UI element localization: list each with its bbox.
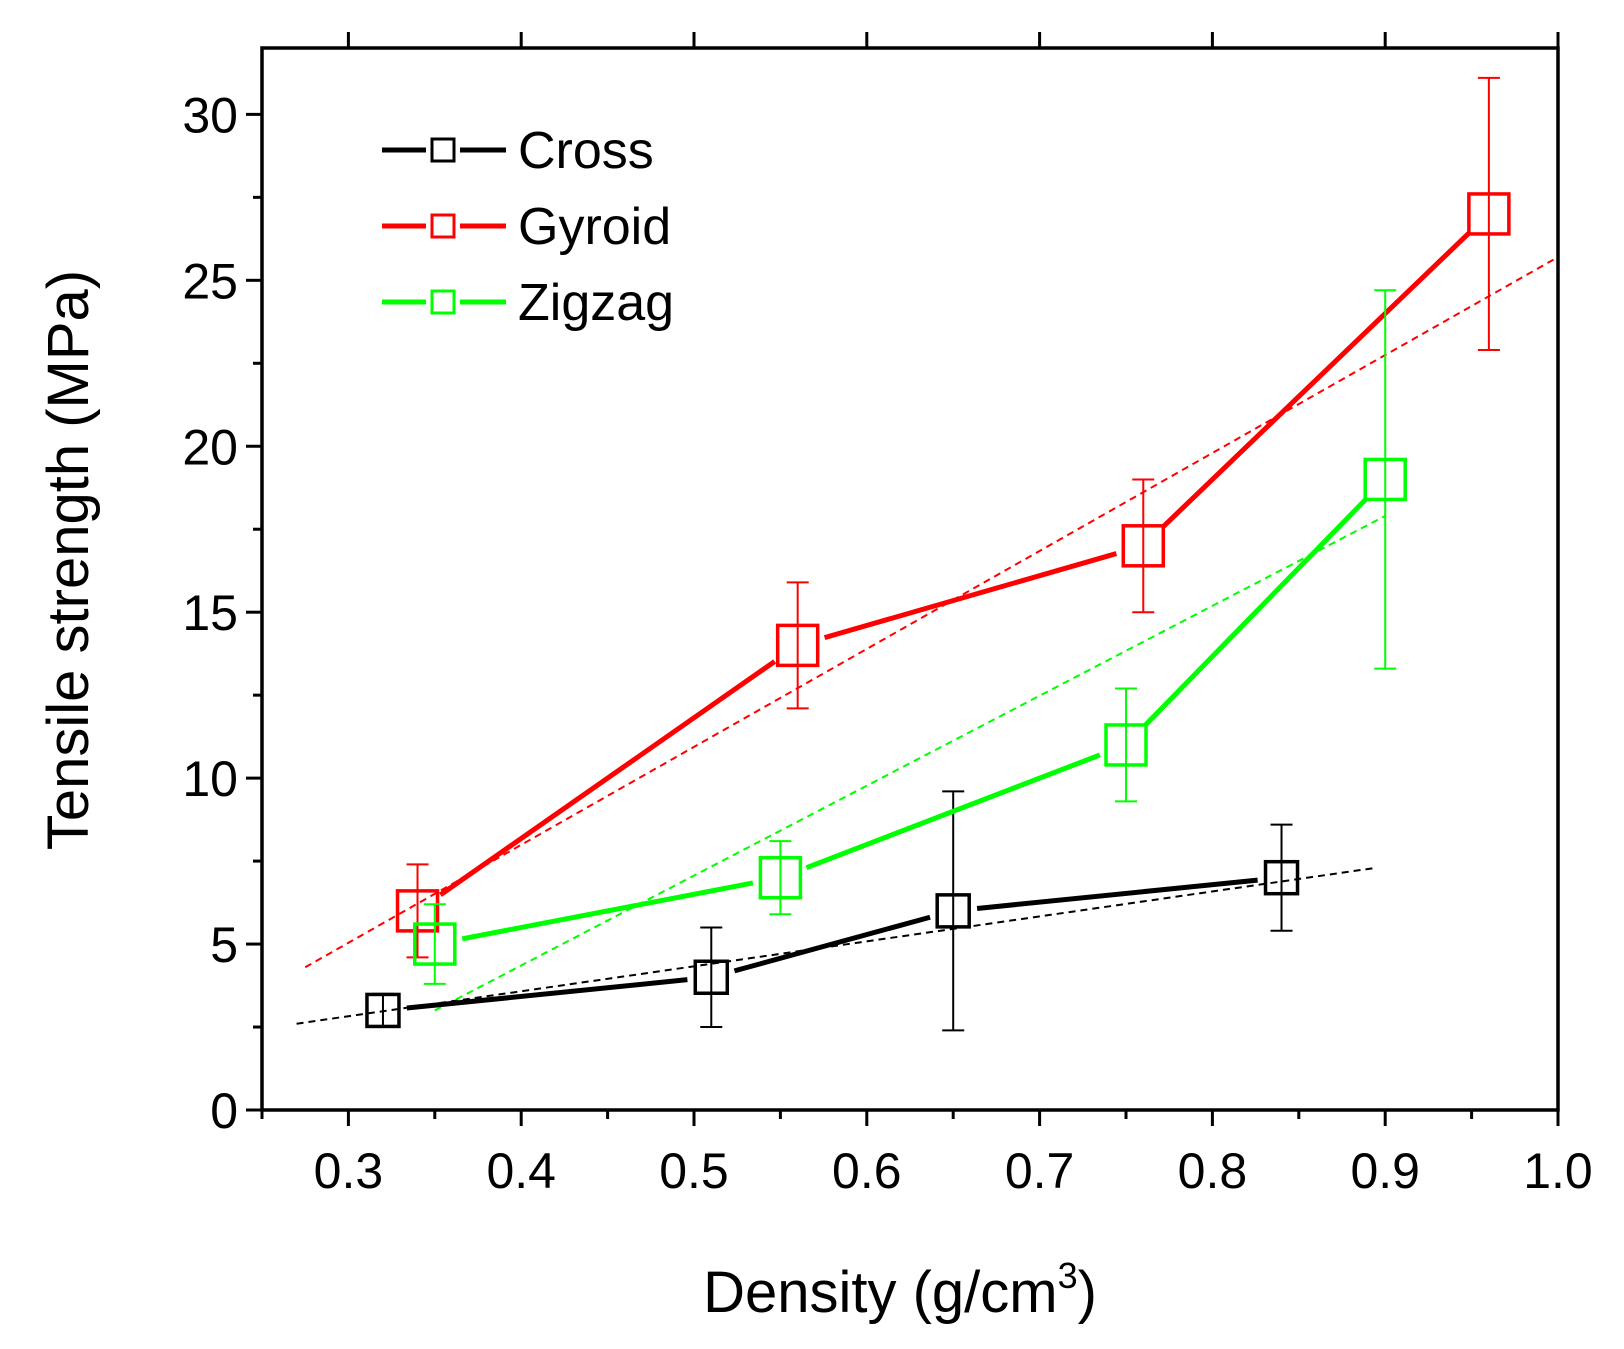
fit-line-cross (296, 866, 1377, 1025)
data-point (693, 959, 730, 995)
y-tick-label: 15 (182, 585, 238, 641)
legend-label: Gyroid (518, 198, 671, 256)
series-segment (439, 659, 777, 897)
y-tick-label: 25 (182, 253, 238, 309)
x-tick-label: 0.3 (314, 1143, 384, 1199)
fit-line-gyroid (304, 256, 1559, 969)
x-tick-label: 0.5 (659, 1143, 729, 1199)
legend-label: Cross (518, 122, 654, 180)
legend-marker (430, 137, 456, 163)
legend-label: Zigzag (518, 274, 674, 332)
x-tick-label: 0.7 (1005, 1143, 1075, 1199)
y-axis-title: Tensile strength (MPa) (36, 270, 101, 850)
series-cross (365, 790, 1300, 1032)
x-tick-labels: 0.3 0.4 0.5 0.6 0.7 0.8 0.9 1.0 (314, 1143, 1593, 1199)
x-tick-label: 0.4 (486, 1143, 556, 1199)
series-segment (823, 551, 1118, 641)
series-segment (805, 752, 1101, 870)
series-segment (1143, 497, 1368, 727)
x-tick-label: 1.0 (1523, 1143, 1593, 1199)
legend: Cross Gyroid Zigzag (382, 122, 674, 332)
data-point (395, 889, 440, 933)
y-tick-label: 0 (210, 1083, 238, 1139)
data-point (758, 855, 803, 900)
y-tick-label: 30 (182, 87, 238, 143)
legend-marker (430, 213, 456, 239)
series-segment (406, 977, 688, 1011)
data-point (1104, 723, 1148, 767)
x-tick-label: 0.6 (832, 1143, 902, 1199)
data-point (1363, 457, 1407, 502)
series-gyroid (395, 76, 1511, 959)
y-tick-label: 5 (210, 917, 238, 973)
x-axis-title: Density (g/cm3) (703, 1255, 1097, 1325)
data-point (1121, 524, 1166, 568)
series-segment (976, 877, 1258, 911)
axis-ticks (246, 32, 1560, 1126)
data-point (1467, 192, 1511, 236)
data-point (935, 893, 971, 929)
data-point (413, 922, 457, 966)
series-segment (461, 880, 754, 942)
x-axis-title-close: ) (1078, 1260, 1097, 1325)
x-axis-title-superscript: 3 (1058, 1255, 1078, 1296)
fit-line-zigzag (434, 515, 1386, 1012)
data-point (365, 992, 401, 1029)
series-segment (733, 914, 931, 974)
x-tick-label: 0.8 (1178, 1143, 1248, 1199)
series-segment (1161, 231, 1471, 529)
data-point (775, 623, 820, 668)
legend-marker (430, 289, 456, 315)
data-series (365, 76, 1511, 1032)
series-zigzag (413, 289, 1407, 985)
y-tick-label: 10 (182, 751, 238, 807)
data-point (1263, 859, 1300, 896)
fit-lines (296, 256, 1559, 1025)
y-tick-labels: 0 5 10 15 20 25 30 (182, 87, 238, 1139)
x-tick-label: 0.9 (1350, 1143, 1420, 1199)
y-tick-label: 20 (182, 419, 238, 475)
plot-frame (260, 46, 1560, 1112)
